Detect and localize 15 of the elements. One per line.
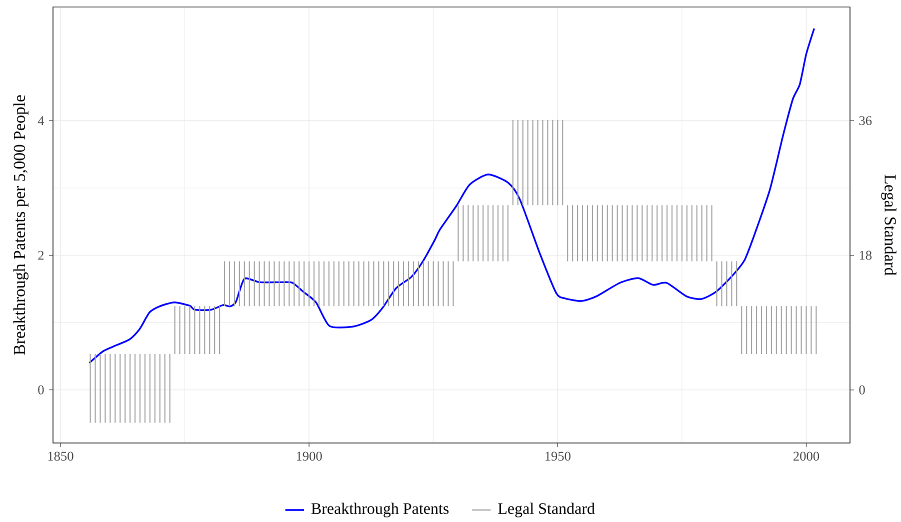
x-tick-label: 1900 [296, 452, 322, 461]
y2-axis-title: Legal Standard [881, 174, 896, 276]
x-tick-label: 1850 [48, 452, 74, 461]
y-axis-title: Breakthrough Patents per 5,000 People [13, 95, 28, 355]
y2-tick-label: 0 [859, 385, 865, 394]
y-tick-label: 4 [38, 116, 44, 126]
legend-label: Legal Standard [498, 502, 595, 518]
line-series [88, 28, 816, 364]
y2-tick-label: 36 [859, 116, 872, 126]
y-tick-label: 0 [38, 385, 44, 394]
y-tick-label: 2 [38, 250, 44, 260]
x-tick-label: 1950 [545, 452, 570, 461]
x-tick-label: 2000 [794, 452, 820, 461]
y2-tick-label: 18 [860, 250, 872, 260]
legend-label: Breakthrough Patents [311, 502, 449, 518]
